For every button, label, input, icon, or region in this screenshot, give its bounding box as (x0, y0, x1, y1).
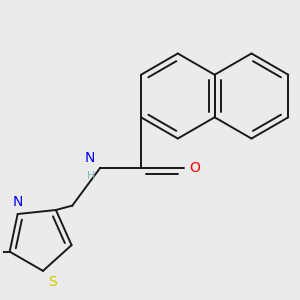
Text: N: N (85, 152, 95, 165)
Text: S: S (48, 275, 57, 289)
Text: O: O (189, 161, 200, 175)
Text: N: N (13, 195, 23, 209)
Text: H: H (86, 171, 95, 181)
